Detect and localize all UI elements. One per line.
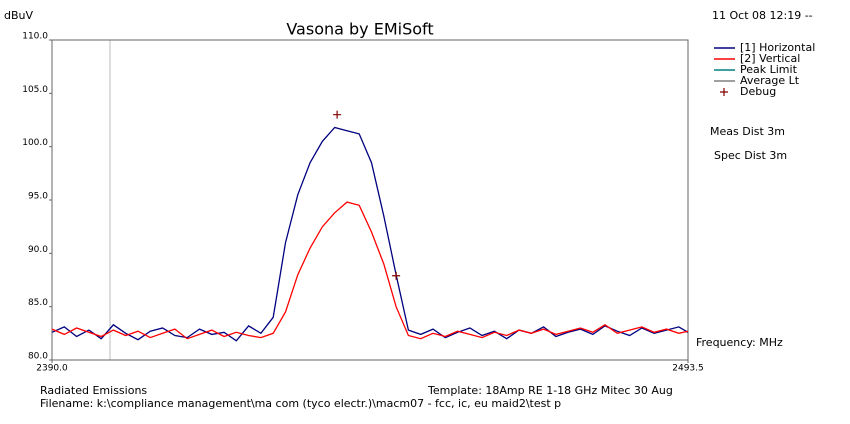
y-tick-label: 100.0 [22, 138, 48, 148]
note: Spec Dist 3m [714, 149, 787, 162]
legend-label: Peak Limit [740, 63, 798, 76]
y-axis-label: dBuV [4, 9, 34, 22]
y-tick-label: 95.0 [28, 192, 48, 202]
debug-marker [392, 271, 401, 280]
y-tick-label: 90.0 [28, 245, 48, 255]
debug-marker [333, 110, 342, 119]
footer: Filename: k:\compliance management\ma co… [40, 397, 561, 410]
series-line [51, 126, 689, 342]
y-tick-label: 105.0 [22, 85, 48, 95]
footer: Radiated Emissions [40, 384, 147, 397]
chart-title: Vasona by EMiSoft [286, 20, 433, 39]
series-line [51, 201, 689, 340]
timestamp: 11 Oct 08 12:19 -- [712, 9, 813, 22]
legend-label: [1] Horizontal [740, 41, 815, 54]
x-axis-label: Frequency: MHz [696, 336, 783, 349]
legend-swatch [720, 88, 728, 96]
legend-label: Average Lt [740, 74, 800, 87]
x-tick-label: 2493.5 [672, 364, 704, 374]
y-tick-label: 110.0 [22, 32, 48, 42]
legend-label: [2] Vertical [740, 52, 800, 65]
x-tick-label: 2390.0 [36, 364, 68, 374]
legend-label: Debug [740, 85, 776, 98]
footer: Template: 18Amp RE 1-18 GHz Mitec 30 Aug [427, 384, 673, 397]
note: Meas Dist 3m [710, 125, 785, 138]
y-tick-label: 85.0 [28, 298, 48, 308]
y-tick-label: 80.0 [28, 352, 48, 362]
